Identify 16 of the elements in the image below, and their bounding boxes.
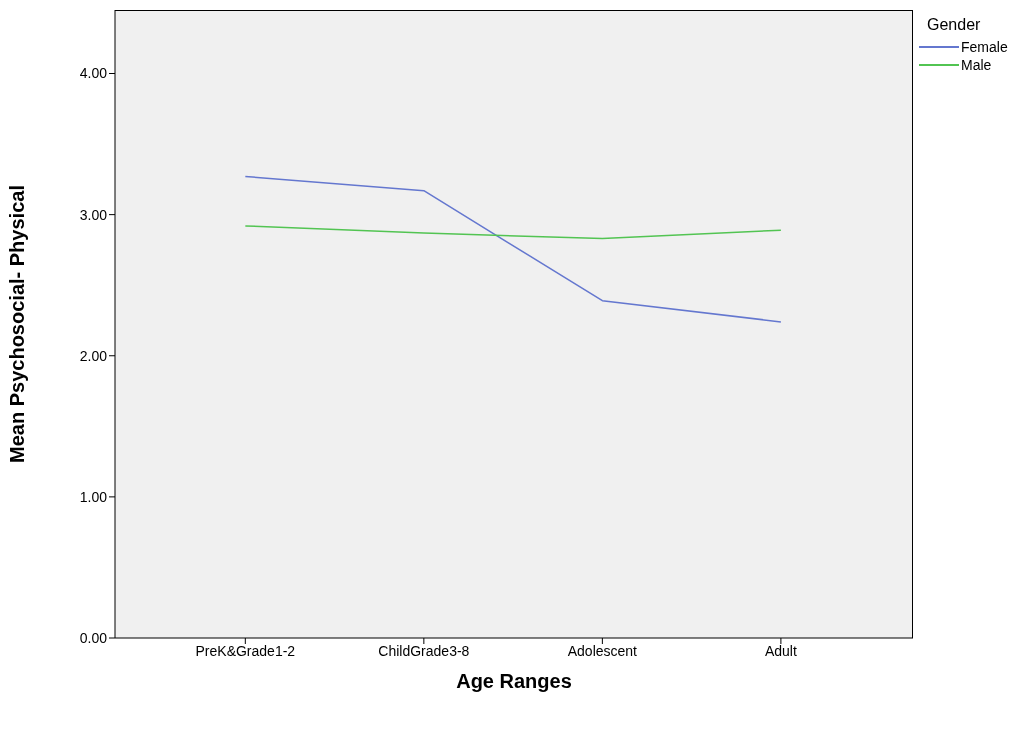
y-axis-title: Mean Psychosocial- Physical xyxy=(6,185,29,463)
y-tick-label: 4.00 xyxy=(79,65,108,82)
y-tick-label: 1.00 xyxy=(79,488,108,505)
x-axis-title: Age Ranges xyxy=(456,670,572,692)
x-tick-label: Adolescent xyxy=(567,642,638,659)
x-tick-label: Adult xyxy=(764,642,797,659)
legend-label: Female xyxy=(961,39,1008,55)
y-tick-label: 3.00 xyxy=(79,206,108,223)
x-tick-label: ChildGrade3-8 xyxy=(378,642,470,659)
x-tick-label: PreK&Grade1-2 xyxy=(195,642,296,659)
line-series xyxy=(244,225,782,240)
legend-title: Gender xyxy=(927,16,982,34)
line-series xyxy=(244,175,782,323)
legend-label: Male xyxy=(961,57,992,73)
y-tick-label: 2.00 xyxy=(79,347,108,364)
y-tick-label: 0.00 xyxy=(79,629,108,646)
